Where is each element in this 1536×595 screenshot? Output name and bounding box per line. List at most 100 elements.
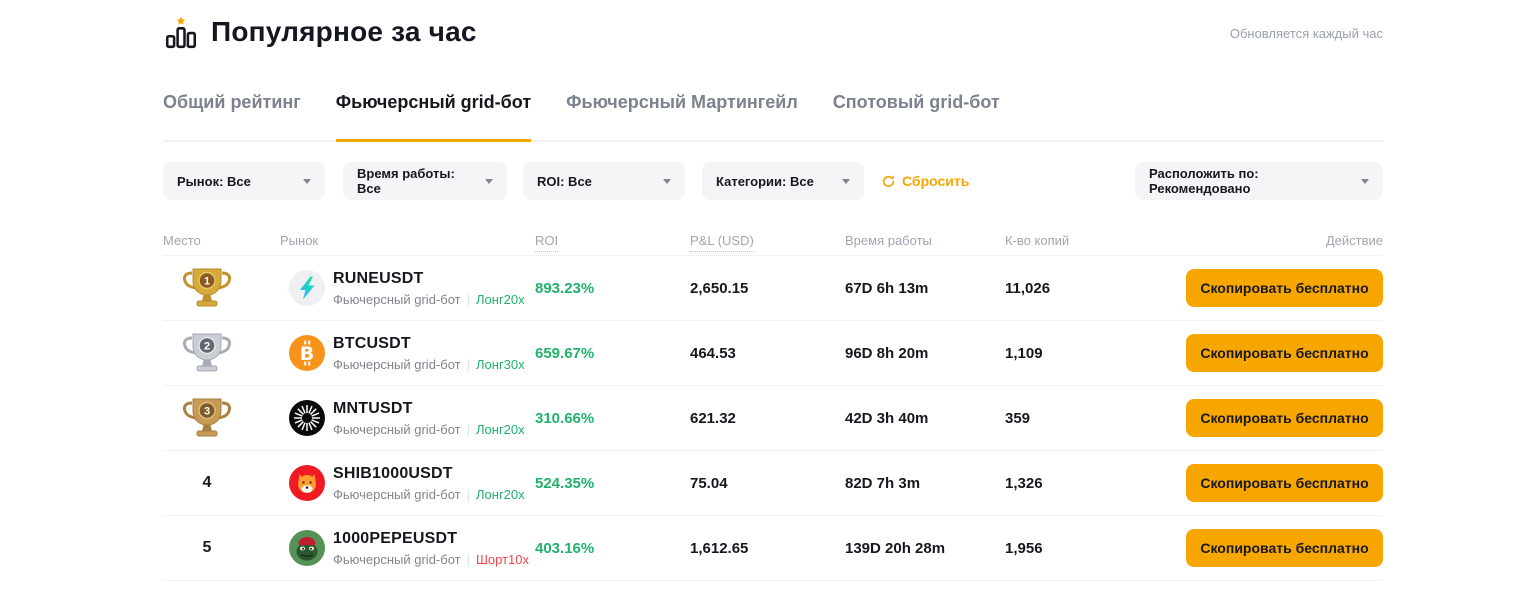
pair-symbol: RUNEUSDT [333, 269, 424, 287]
chevron-down-icon [1361, 178, 1369, 184]
page-title: Популярное за час [211, 16, 477, 47]
tab-spot-grid-bot[interactable]: Спотовый grid-бот [832, 92, 1000, 112]
copies-value: 1,326 [1005, 474, 1043, 492]
pair-symbol: SHIB1000USDT [333, 464, 453, 482]
separator: | [466, 551, 470, 567]
sort-by-dropdown[interactable]: Расположить по: Рекомендовано [1135, 162, 1383, 200]
bot-type-label: Фьючерсный grid-бот [333, 551, 461, 567]
col-header-pnl: P&L (USD) [690, 233, 845, 252]
svg-text:2: 2 [204, 341, 210, 353]
runtime-value: 139D 20h 28m [845, 539, 946, 557]
filter-bar: Рынок: Все Время работы: Все ROI: Все Ка… [163, 162, 1383, 200]
bronze-trophy-icon: 3 [179, 395, 235, 441]
runtime-value: 42D 3h 40m [845, 409, 929, 427]
chevron-down-icon [303, 178, 311, 184]
update-note: Обновляется каждый час [1229, 26, 1383, 41]
btc-coin-icon: B [289, 335, 325, 371]
shib-coin-icon [289, 465, 325, 501]
table-header-row: Место Рынок ROI P&L (USD) Время работы К… [163, 226, 1383, 256]
market-filter-dropdown[interactable]: Рынок: Все [163, 162, 325, 200]
roi-value: 310.66% [535, 409, 595, 427]
pair-symbol: BTCUSDT [333, 334, 411, 352]
categories-filter-value: Категории: Все [716, 173, 814, 189]
header: Популярное за час Обновляется каждый час [163, 14, 1383, 50]
separator: | [466, 356, 470, 372]
leverage-label: Лонг20x [476, 291, 525, 307]
tab-bar: Общий рейтинг Фьючерсный grid-бот Фьючер… [163, 92, 1383, 142]
col-header-runtime: Время работы [845, 233, 932, 248]
tab-futures-grid-bot[interactable]: Фьючерсный grid-бот [335, 92, 532, 142]
roi-value: 659.67% [535, 344, 595, 362]
runtime-filter-value: Время работы: Все [357, 166, 455, 196]
categories-filter-dropdown[interactable]: Категории: Все [702, 162, 864, 200]
svg-text:1: 1 [204, 276, 210, 288]
leverage-label: Лонг30x [476, 356, 525, 372]
copies-value: 11,026 [1005, 279, 1051, 297]
reset-filters-button[interactable]: Сбросить [881, 173, 969, 189]
roi-value: 524.35% [535, 474, 595, 492]
roi-value: 893.23% [535, 279, 595, 297]
leverage-label: Лонг20x [476, 486, 525, 502]
rank-number: 5 [202, 539, 212, 556]
copy-free-button[interactable]: Скопировать бесплатно [1186, 464, 1383, 502]
roi-filter-value: ROI: Все [537, 173, 592, 189]
svg-text:B: B [300, 343, 314, 365]
mnt-coin-icon [289, 400, 325, 436]
copy-free-button[interactable]: Скопировать бесплатно [1186, 399, 1383, 437]
copies-value: 359 [1005, 409, 1031, 427]
bot-type-label: Фьючерсный grid-бот [333, 356, 461, 372]
pair-symbol: MNTUSDT [333, 399, 413, 417]
chevron-down-icon [485, 178, 493, 184]
copy-free-button[interactable]: Скопировать бесплатно [1186, 269, 1383, 307]
silver-trophy-icon: 2 [179, 330, 235, 376]
roi-value: 403.16% [535, 539, 595, 557]
separator: | [466, 486, 470, 502]
market-filter-value: Рынок: Все [177, 173, 251, 189]
col-header-copies: К-во копий [1005, 233, 1070, 248]
col-header-place: Место [163, 233, 201, 248]
runtime-filter-dropdown[interactable]: Время работы: Все [343, 162, 507, 200]
pepe-coin-icon [289, 530, 325, 566]
leverage-label: Лонг20x [476, 421, 525, 437]
rank-number: 4 [202, 474, 212, 491]
table-row: 3 [163, 386, 1383, 451]
refresh-icon [881, 174, 896, 189]
table-row: 1 RUNEUSDT Фьючерсный grid-бот | Лонг20x [163, 256, 1383, 321]
pnl-value: 464.53 [690, 344, 736, 362]
rune-coin-icon [289, 270, 325, 306]
pnl-value: 1,612.65 [690, 539, 749, 557]
pnl-value: 621.32 [690, 409, 736, 427]
separator: | [466, 421, 470, 437]
leaderboard-podium-icon [163, 14, 199, 50]
bot-type-label: Фьючерсный grid-бот [333, 421, 461, 437]
bot-type-label: Фьючерсный grid-бот [333, 291, 461, 307]
copy-free-button[interactable]: Скопировать бесплатно [1186, 529, 1383, 567]
chevron-down-icon [663, 178, 671, 184]
bot-type-label: Фьючерсный grid-бот [333, 486, 461, 502]
table-row: 4 SHIB1000USDT Фьючерсный grid-бот [163, 451, 1383, 516]
tab-overall-rating[interactable]: Общий рейтинг [163, 92, 301, 112]
svg-text:3: 3 [204, 406, 210, 418]
pnl-value: 75.04 [690, 474, 728, 492]
sort-by-value: Расположить по: Рекомендовано [1149, 166, 1259, 196]
copy-free-button[interactable]: Скопировать бесплатно [1186, 334, 1383, 372]
pnl-value: 2,650.15 [690, 279, 749, 297]
leverage-label: Шорт10x [476, 551, 530, 567]
tab-futures-martingale[interactable]: Фьючерсный Мартингейл [566, 92, 798, 112]
gold-trophy-icon: 1 [179, 265, 235, 311]
copies-value: 1,956 [1005, 539, 1043, 557]
reset-label: Сбросить [902, 173, 970, 189]
copies-value: 1,109 [1005, 344, 1043, 362]
col-header-market: Рынок [280, 233, 319, 248]
chevron-down-icon [842, 178, 850, 184]
col-header-action: Действие [1325, 233, 1383, 248]
table-row: 5 1000PEPEUSDT Фьючерсный grid-бот [163, 516, 1383, 581]
runtime-value: 82D 7h 3m [845, 474, 921, 492]
runtime-value: 67D 6h 13m [845, 279, 929, 297]
roi-filter-dropdown[interactable]: ROI: Все [523, 162, 685, 200]
runtime-value: 96D 8h 20m [845, 344, 929, 362]
table-row: 2 B BTCUSDT Фьючерсны [163, 321, 1383, 386]
separator: | [466, 291, 470, 307]
col-header-roi: ROI [535, 233, 690, 252]
